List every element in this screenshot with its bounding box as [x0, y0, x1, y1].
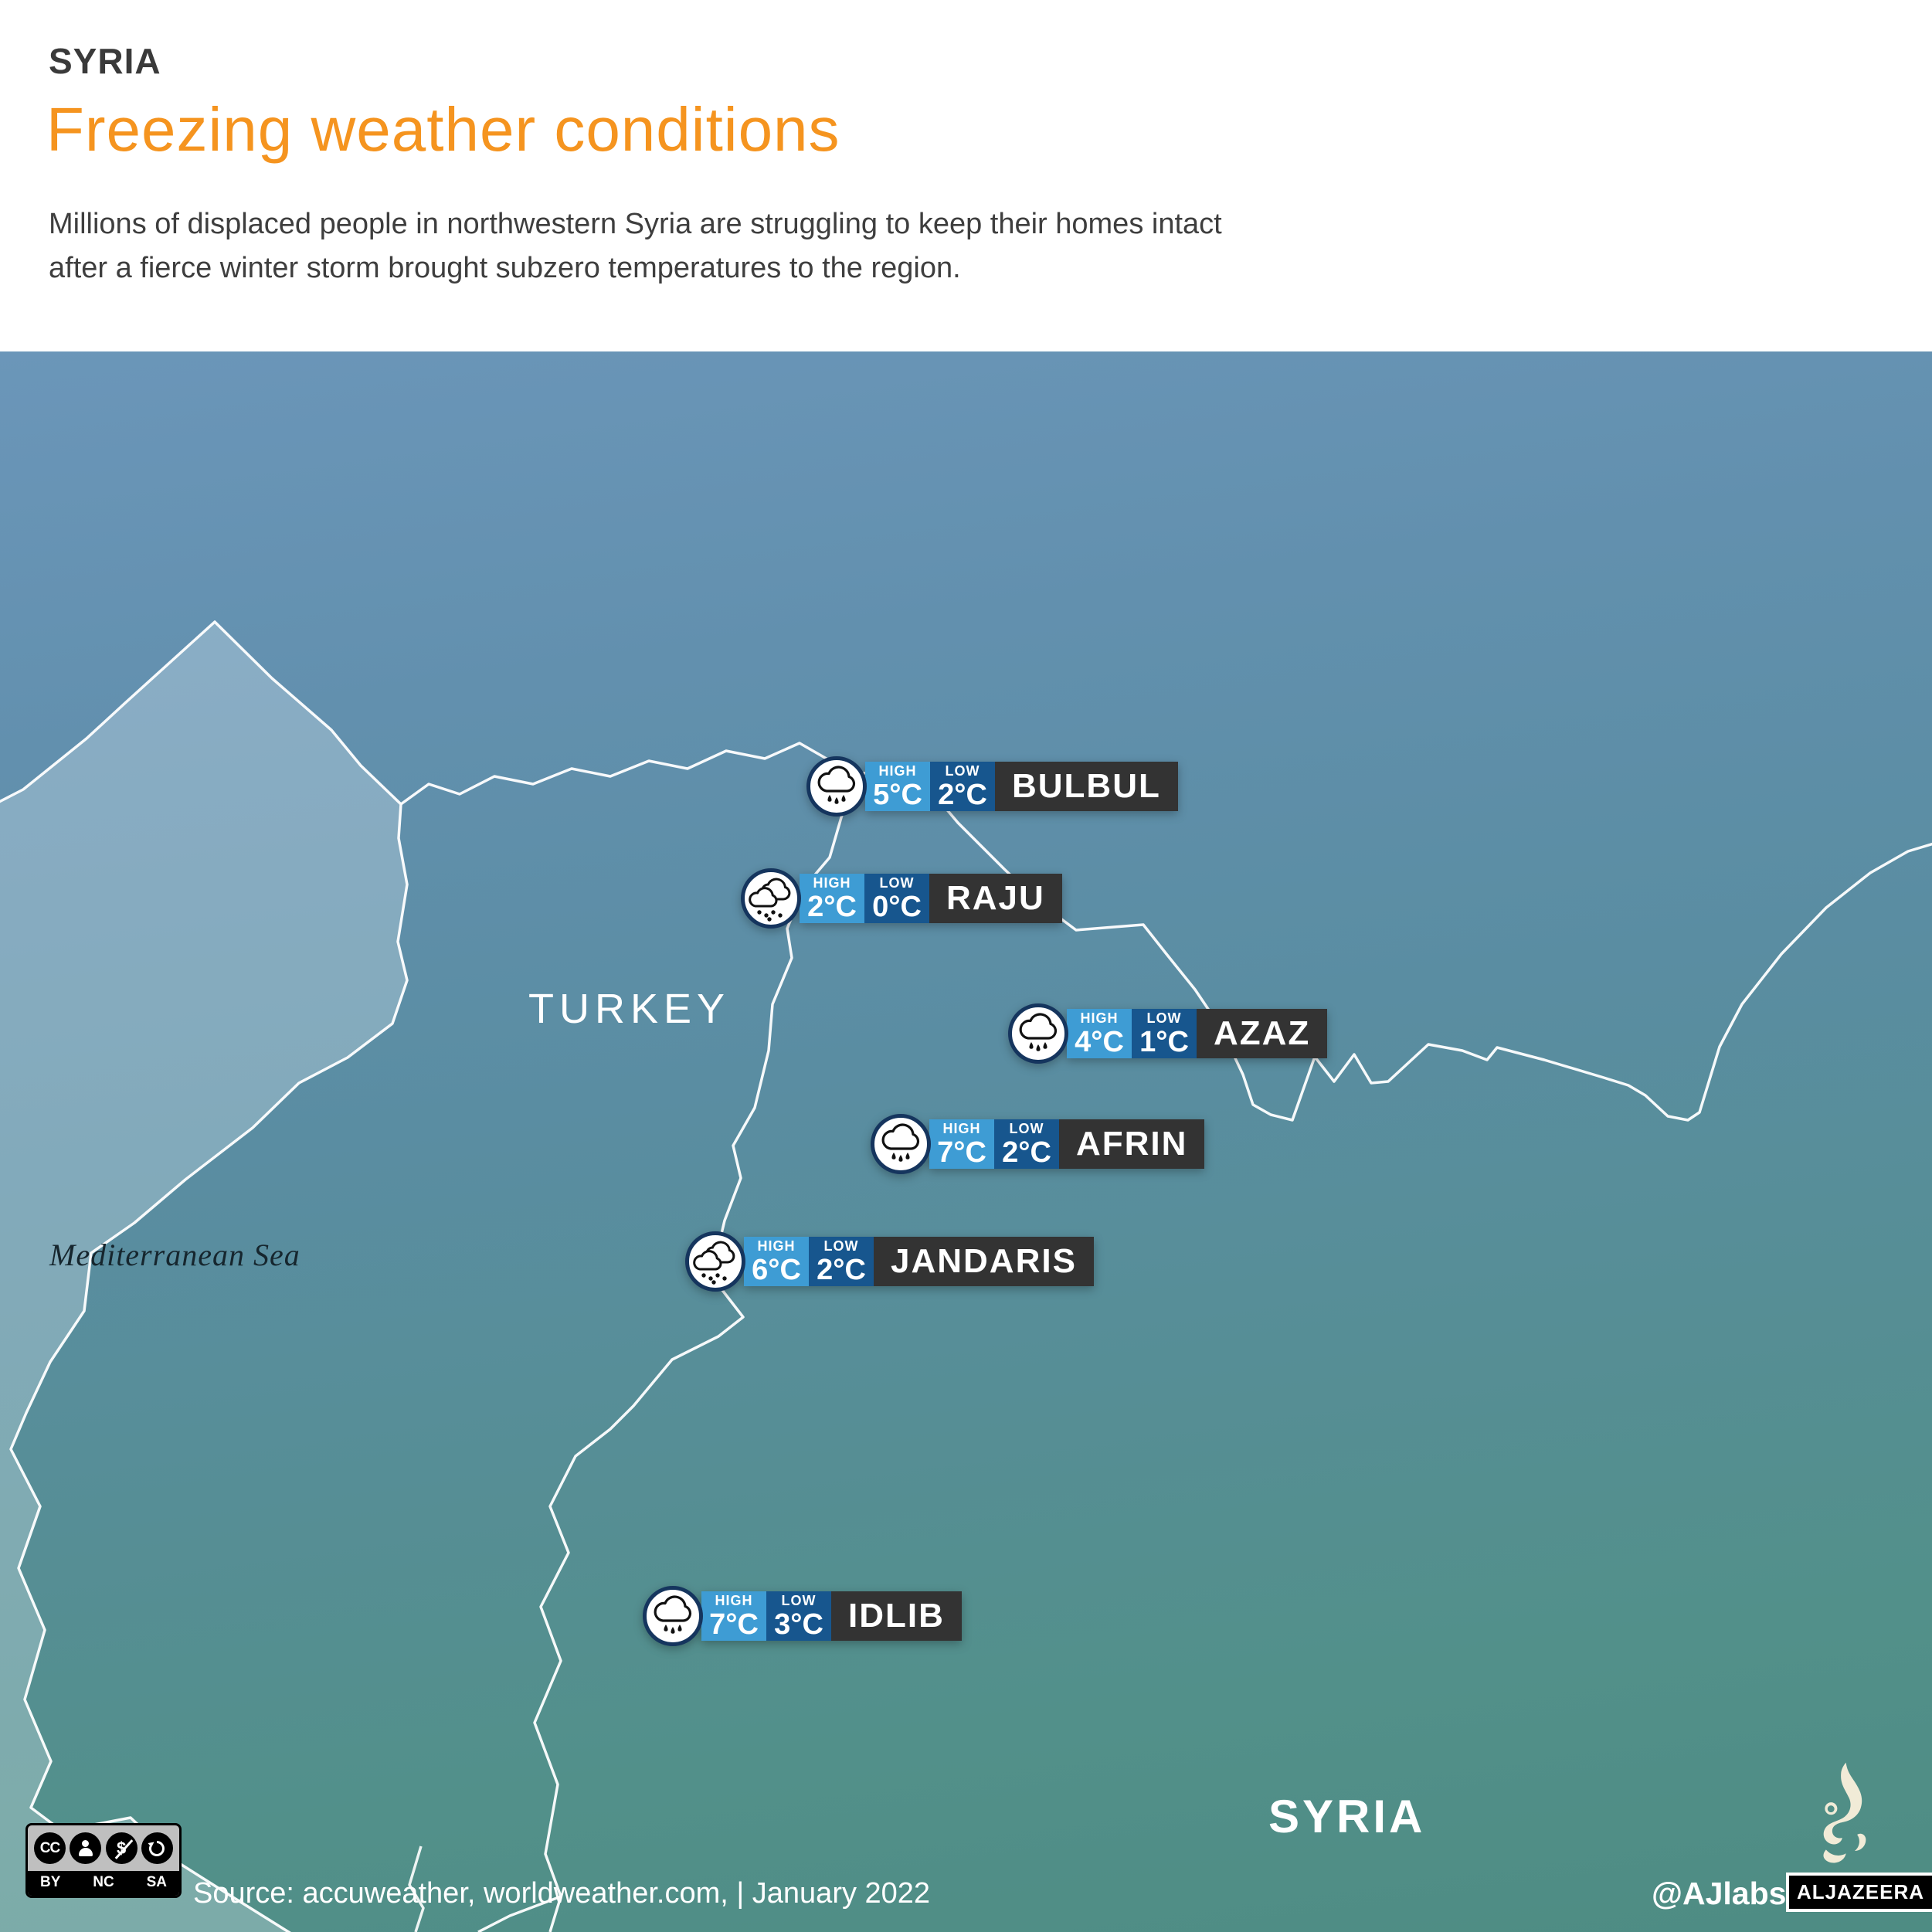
map-label-mediterranean-sea: Mediterranean Sea	[49, 1238, 300, 1272]
low-label: LOW	[945, 762, 980, 779]
low-value: 1°C	[1139, 1025, 1189, 1058]
header: SYRIA Freezing weather conditions Millio…	[0, 0, 1932, 351]
high-temp-box: HIGH 4°C	[1067, 1009, 1132, 1058]
high-value: 7°C	[709, 1608, 759, 1641]
city-label: AFRIN	[1059, 1119, 1205, 1169]
ajlabs-credit: @AJlabs	[1652, 1876, 1787, 1911]
map-label-turkey: TURKEY	[528, 986, 731, 1032]
mediterranean-sea-shape	[0, 622, 407, 1932]
cc-icon: CC	[34, 1832, 66, 1864]
high-value: 7°C	[937, 1136, 986, 1169]
aljazeera-calligraphy-logo	[1823, 1762, 1866, 1863]
cc-by-person-icon	[70, 1832, 102, 1864]
high-label: HIGH	[813, 874, 851, 891]
snow-cloud-icon	[740, 868, 802, 929]
city-label: AZAZ	[1197, 1009, 1328, 1058]
city-label: IDLIB	[831, 1591, 962, 1641]
map-label-syria: SYRIA	[1268, 1791, 1426, 1842]
cc-nc-dollar-icon: $	[105, 1832, 138, 1864]
high-value: 5°C	[873, 778, 922, 811]
high-label: HIGH	[1080, 1010, 1119, 1026]
cc-license-labels: BY NC SA	[28, 1871, 179, 1896]
high-label: HIGH	[878, 762, 917, 779]
kicker: SYRIA	[49, 41, 161, 81]
cc-sa-arrow-icon	[141, 1832, 173, 1864]
weather-badge-raju: HIGH 2°C LOW 0°C RAJU	[740, 868, 1062, 929]
weather-badge-jandaris: HIGH 6°C LOW 2°C JANDARIS	[684, 1231, 1094, 1292]
city-label: BULBUL	[995, 762, 1178, 811]
weather-badge-bulbul: HIGH 5°C LOW 2°C BULBUL	[806, 755, 1178, 817]
low-label: LOW	[1146, 1010, 1182, 1026]
weather-badge-azaz: HIGH 4°C LOW 1°C AZAZ	[1007, 1003, 1328, 1064]
cc-license-badge: CC $ BY NC SA	[25, 1823, 182, 1898]
rain-cloud-icon	[806, 755, 868, 817]
page-title: Freezing weather conditions	[46, 95, 840, 164]
high-label: HIGH	[757, 1238, 796, 1254]
low-temp-box: LOW 2°C	[994, 1119, 1059, 1169]
low-value: 2°C	[817, 1253, 866, 1286]
high-label: HIGH	[715, 1592, 753, 1608]
low-value: 2°C	[1002, 1136, 1051, 1169]
low-label: LOW	[879, 874, 915, 891]
low-value: 0°C	[872, 890, 922, 923]
high-temp-box: HIGH 7°C	[701, 1591, 766, 1641]
high-temp-box: HIGH 6°C	[744, 1237, 809, 1286]
source-credit: Source: accuweather, worldweather.com, |…	[193, 1877, 931, 1910]
city-label: RAJU	[929, 874, 1062, 923]
weather-badge-idlib: HIGH 7°C LOW 3°C IDLIB	[642, 1585, 962, 1647]
high-value: 4°C	[1075, 1025, 1124, 1058]
low-label: LOW	[1009, 1120, 1044, 1136]
district-border	[533, 785, 852, 1932]
coastline	[0, 620, 409, 1932]
high-temp-box: HIGH 5°C	[865, 762, 930, 811]
low-temp-box: LOW 0°C	[864, 874, 929, 923]
aljazeera-logo-box: ALJAZEERA	[1786, 1873, 1932, 1912]
low-value: 2°C	[938, 778, 987, 811]
description: Millions of displaced people in northwes…	[49, 208, 1222, 284]
high-value: 2°C	[807, 890, 857, 923]
high-label: HIGH	[942, 1120, 981, 1136]
low-temp-box: LOW 3°C	[766, 1591, 831, 1641]
low-label: LOW	[781, 1592, 817, 1608]
weather-badge-afrin: HIGH 7°C LOW 2°C AFRIN	[870, 1113, 1205, 1175]
city-label: JANDARIS	[874, 1237, 1094, 1286]
low-label: LOW	[823, 1238, 859, 1254]
high-value: 6°C	[752, 1253, 801, 1286]
low-temp-box: LOW 2°C	[930, 762, 995, 811]
rain-cloud-icon	[642, 1585, 704, 1647]
snow-cloud-icon	[684, 1231, 746, 1292]
rain-cloud-icon	[870, 1113, 932, 1175]
high-temp-box: HIGH 2°C	[800, 874, 864, 923]
rain-cloud-icon	[1007, 1003, 1069, 1064]
high-temp-box: HIGH 7°C	[929, 1119, 994, 1169]
low-value: 3°C	[774, 1608, 823, 1641]
low-temp-box: LOW 1°C	[1132, 1009, 1197, 1058]
low-temp-box: LOW 2°C	[809, 1237, 874, 1286]
